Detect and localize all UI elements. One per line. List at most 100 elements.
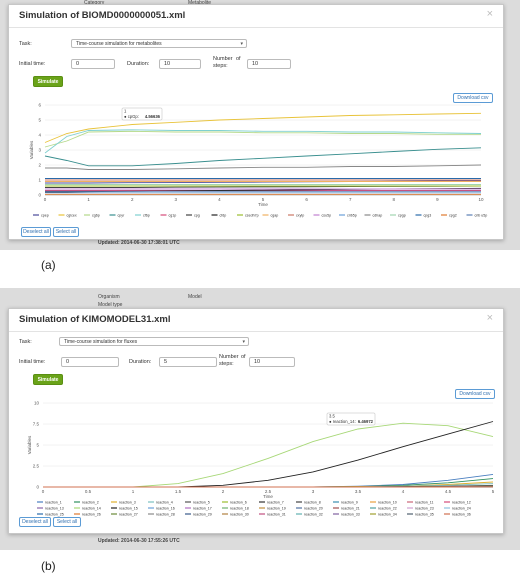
x-tick-label: 2.5 xyxy=(265,489,272,494)
x-tick-label: 2 xyxy=(222,489,225,494)
legend-item: reaction_5 xyxy=(193,500,210,504)
legend-item: reaction_19 xyxy=(267,506,286,510)
modal-title: Simulation of BIOMD0000000051.xml xyxy=(19,10,186,21)
y-tick-label: 5 xyxy=(38,118,41,123)
of-label: of xyxy=(241,354,246,360)
legend-item: reaction_34 xyxy=(378,512,397,516)
series-line-cglcex xyxy=(44,112,482,143)
series-line-cg6p xyxy=(44,130,481,148)
task-select[interactable]: Time-course simulation for metabolites ▾ xyxy=(71,39,247,48)
tooltip-value: 4.56636 xyxy=(145,114,161,119)
y-axis-label: Variables xyxy=(29,140,34,159)
task-label: Task: xyxy=(19,339,32,345)
initial-time-input[interactable]: 0 xyxy=(71,59,115,69)
legend-item: reaction_14 xyxy=(82,506,101,510)
download-csv-button[interactable]: Download csv xyxy=(453,93,493,103)
steps-input[interactable]: 10 xyxy=(247,59,291,69)
caption-a: (a) xyxy=(41,258,56,272)
x-tick-label: 0 xyxy=(42,489,45,494)
chevron-down-icon: ▾ xyxy=(242,339,245,345)
steps-input[interactable]: 10 xyxy=(249,357,295,367)
legend-item: reaction_18 xyxy=(230,506,249,510)
legend-item: cpep xyxy=(41,213,49,217)
task-select[interactable]: Time-course simulation for fluxes ▾ xyxy=(59,337,249,346)
series-line-cpyr xyxy=(44,147,482,167)
initial-time-label: Initial time: xyxy=(19,61,46,67)
y-tick-label: 5 xyxy=(36,443,39,448)
download-csv-button[interactable]: Download csv xyxy=(455,389,495,399)
legend-item: reaction_36 xyxy=(452,512,471,516)
legend-item: cxylp xyxy=(296,213,304,217)
deselect-all-button[interactable]: Deselect all xyxy=(19,517,51,527)
legend-item: reaction_30 xyxy=(230,512,249,516)
legend-item: cg1p xyxy=(169,213,177,217)
legend-item: reaction_29 xyxy=(193,512,212,516)
select-all-button[interactable]: Select all xyxy=(53,517,81,527)
legend-item: csedh7p xyxy=(245,213,259,217)
background-header-2: Model type xyxy=(98,302,123,308)
legend-item: reaction_31 xyxy=(267,512,286,516)
simulate-button[interactable]: Simulate xyxy=(33,374,63,385)
tooltip-box xyxy=(326,412,376,426)
legend-item: reaction_23 xyxy=(415,506,434,510)
x-tick-label: 2 xyxy=(131,197,134,202)
legend-item: cpg2 xyxy=(449,213,457,217)
background-category-header: Category xyxy=(84,0,105,6)
select-all-button[interactable]: Select all xyxy=(53,227,79,237)
series-line-cf6p xyxy=(44,129,482,154)
background-updated-text: Updated: 2014-06-30 17:55:26 UTC xyxy=(98,538,180,544)
duration-input[interactable]: 10 xyxy=(159,59,201,69)
legend-item: reaction_24 xyxy=(452,506,471,510)
y-tick-label: 10 xyxy=(34,401,40,406)
legend-item: reaction_33 xyxy=(341,512,360,516)
number-of-steps-label-line1: Number xyxy=(213,56,233,62)
legend-item: reaction_21 xyxy=(341,506,360,510)
legend-item: cpg3 xyxy=(424,213,432,217)
x-tick-label: 10 xyxy=(478,197,484,202)
number-of-steps-label-line1: Number xyxy=(219,354,239,360)
initial-time-input[interactable]: 0 xyxy=(61,357,119,367)
y-tick-label: 7.5 xyxy=(33,422,40,427)
y-tick-label: 2 xyxy=(38,163,41,168)
legend-item: reaction_1 xyxy=(45,500,62,504)
tooltip-series: ● cpGp: xyxy=(124,114,139,119)
x-tick-label: 1.5 xyxy=(175,489,182,494)
simulate-button[interactable]: Simulate xyxy=(33,76,63,87)
close-icon[interactable]: × xyxy=(486,312,493,324)
tooltip-series: ● reaction_14: xyxy=(329,419,356,424)
modal-title: Simulation of KIMOMODEL31.xml xyxy=(19,314,171,325)
legend-item: reaction_25 xyxy=(45,512,64,516)
flux-chart: 0 2.5 5 7.5 10 0 0.5 1 1.5 2 2.5 3 3.5 4 4.5 5 Time Varia… xyxy=(27,401,495,517)
modal-header: Simulation of KIMOMODEL31.xml × xyxy=(9,309,503,332)
panel-a: Category Metabolite Updated: 2014-06-30 … xyxy=(0,0,520,250)
x-tick-label: 0 xyxy=(44,197,47,202)
legend-item: reaction_16 xyxy=(156,506,175,510)
legend-item: reaction_9 xyxy=(341,500,358,504)
y-tick-label: 1 xyxy=(38,178,41,183)
legend-item: cg6p xyxy=(92,213,100,217)
series-line-reaction_15 xyxy=(43,421,494,488)
task-label: Task: xyxy=(19,41,32,47)
chevron-down-icon: ▾ xyxy=(240,41,243,47)
y-tick-label: 3 xyxy=(38,148,41,153)
legend-item: reaction_32 xyxy=(304,512,323,516)
number-of-steps-label-line2: steps: xyxy=(213,63,228,69)
legend-item: reaction_28 xyxy=(156,512,175,516)
deselect-all-button[interactable]: Deselect all xyxy=(21,227,51,237)
legend-item: cglcex xyxy=(67,213,77,217)
tooltip-time: 3.5 xyxy=(329,414,335,419)
duration-input[interactable]: 5 xyxy=(159,357,217,367)
legend-item: reaction_8 xyxy=(304,500,321,504)
y-tick-label: 0 xyxy=(38,193,41,198)
background-metabolite-header: Metabolite xyxy=(188,0,212,6)
y-axis-label: Variables xyxy=(27,435,32,454)
y-tick-label: 2.5 xyxy=(33,464,40,469)
legend-item: cgap xyxy=(271,213,279,217)
panel-b: Organism Model type Model Updated: 2014-… xyxy=(0,288,520,550)
legend-item: reaction_26 xyxy=(82,512,101,516)
tooltip-time: 1 xyxy=(124,109,127,114)
close-icon[interactable]: × xyxy=(486,8,493,20)
legend-item: reaction_15 xyxy=(119,506,138,510)
x-tick-label: 4 xyxy=(218,197,221,202)
series-line-reaction_14 xyxy=(43,422,494,488)
